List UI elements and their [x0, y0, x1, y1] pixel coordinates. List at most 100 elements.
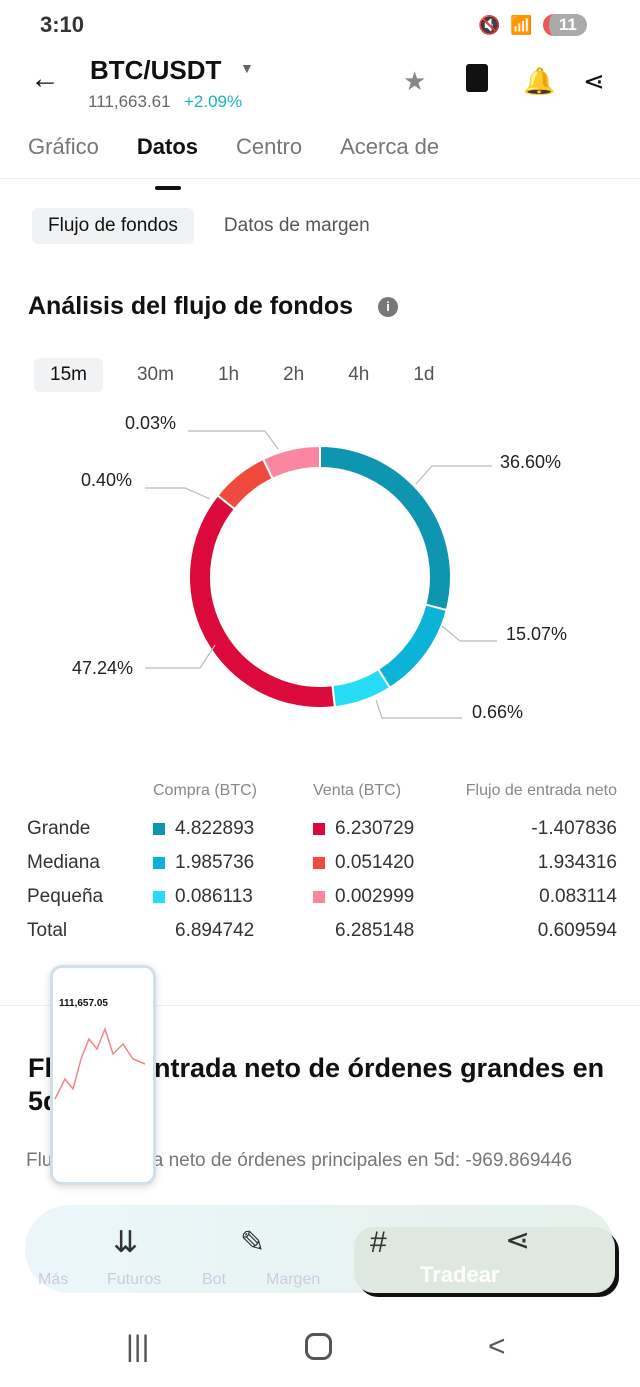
subtab-flujo[interactable]: Flujo de fondos	[32, 208, 194, 244]
recents-icon[interactable]: |||	[126, 1330, 150, 1363]
donut-slice[interactable]	[188, 493, 337, 709]
table-row: Grande 4.822893 6.230729 -1.407836	[27, 812, 617, 846]
crop-edit-icon[interactable]: ✎	[240, 1226, 266, 1259]
period-30m[interactable]: 30m	[136, 364, 174, 385]
table-row: Pequeña 0.086113 0.002999 0.083114	[27, 880, 617, 914]
table-cell: 0.609594	[447, 914, 617, 948]
cell-text: 6.285148	[335, 920, 415, 941]
donut-slice[interactable]	[331, 667, 392, 709]
thumbnail-price: 111,657.05	[59, 998, 108, 1009]
slice-label: 0.66%	[472, 702, 524, 722]
large-orders-desc: Flujo de entrada neto de órdenes princip…	[26, 1150, 573, 1171]
color-swatch	[153, 890, 165, 903]
leader-line	[145, 487, 211, 500]
battery-indicator: 11	[542, 14, 587, 36]
donut-slice[interactable]	[216, 457, 275, 511]
color-swatch	[313, 856, 325, 869]
cell-text: Grande	[27, 818, 91, 839]
nav-mas[interactable]: Más	[38, 1271, 69, 1288]
cell-text: 0.051420	[335, 852, 415, 873]
period-1d[interactable]: 1d	[413, 364, 435, 385]
table-cell: 0.083114	[447, 880, 617, 914]
donut-slice[interactable]	[261, 444, 321, 481]
period-4h[interactable]: 4h	[348, 364, 370, 385]
cell-text: 0.083114	[539, 886, 617, 907]
nav-bot[interactable]: Bot	[202, 1271, 227, 1288]
mute-icon: 🔇	[478, 14, 501, 35]
cell-text: 1.934316	[537, 852, 617, 873]
table-header: Compra (BTC) Venta (BTC) Flujo de entrad…	[27, 782, 617, 812]
table-cell: Pequeña	[27, 880, 127, 914]
cell-text: Mediana	[27, 852, 100, 873]
nav-margen[interactable]: Margen	[266, 1271, 321, 1288]
donut-slice[interactable]	[376, 603, 448, 690]
alert-bell-icon[interactable]: 🔔	[523, 66, 556, 96]
color-swatch	[153, 822, 165, 835]
cell-text: Total	[27, 920, 68, 941]
tab-datos[interactable]: Datos	[136, 134, 199, 190]
table-row: Mediana 1.985736 0.051420 1.934316	[27, 846, 617, 880]
period-2h[interactable]: 2h	[283, 364, 305, 385]
table-cell: 6.230729	[297, 812, 447, 846]
status-time: 3:10	[40, 12, 85, 37]
notebook-icon[interactable]	[466, 64, 488, 92]
price: 111,663.61	[88, 92, 171, 111]
table-cell: 6.894742	[127, 914, 297, 948]
color-swatch	[313, 822, 325, 835]
status-icons: 🔇 📶 11	[478, 14, 587, 36]
leader-line	[441, 625, 497, 642]
table-cell: 1.934316	[447, 846, 617, 880]
cell-text: 0.086113	[175, 886, 253, 907]
subtabs: Flujo de fondos Datos de margen	[32, 208, 386, 244]
slice-label: 0.40%	[81, 470, 133, 490]
section-title: Análisis del flujo de fondos	[28, 292, 354, 320]
flow-table: Compra (BTC) Venta (BTC) Flujo de entrad…	[27, 782, 617, 948]
period-15m[interactable]: 15m	[34, 358, 103, 392]
caret-down-icon[interactable]: ▼	[240, 60, 254, 76]
col-header: Compra (BTC)	[153, 782, 258, 799]
slice-label: 47.24%	[72, 658, 134, 678]
cell-text: 0.609594	[537, 920, 617, 941]
nav-futuros[interactable]: Futuros	[107, 1271, 162, 1288]
table-cell: Mediana	[27, 846, 127, 880]
back-nav-icon[interactable]: <	[488, 1330, 506, 1363]
share-icon[interactable]: ⋖	[505, 1224, 531, 1257]
table-cell: 0.051420	[297, 846, 447, 880]
cell-text: Pequeña	[27, 886, 104, 907]
scroll-capture-icon[interactable]: ⇊	[113, 1226, 139, 1259]
period-1h[interactable]: 1h	[217, 364, 240, 385]
slice-label: 15.07%	[506, 624, 568, 644]
price-change: +2.09%	[184, 92, 243, 111]
table-cell: 6.285148	[297, 914, 447, 948]
tab-centro[interactable]: Centro	[236, 134, 303, 159]
trade-button-bg	[354, 1227, 615, 1293]
thumbnail-chart	[54, 1026, 146, 1100]
color-swatch	[313, 890, 325, 903]
tab-grafico[interactable]: Gráfico	[28, 134, 99, 159]
cell-text: 4.822893	[175, 818, 255, 839]
share-icon[interactable]: ⋖	[583, 66, 605, 96]
tab-acerca[interactable]: Acerca de	[340, 134, 440, 159]
wifi-icon: 📶	[510, 14, 533, 35]
leader-line	[145, 644, 216, 669]
pair-title[interactable]: BTC/USDT	[90, 55, 222, 85]
back-arrow-icon[interactable]: ←	[30, 62, 60, 95]
divider	[0, 1005, 640, 1006]
subtab-margen[interactable]: Datos de margen	[223, 215, 370, 236]
table-cell: 1.985736	[127, 846, 297, 880]
trade-button[interactable]: Tradear	[420, 1262, 500, 1287]
info-icon[interactable]: i	[378, 297, 398, 317]
star-icon[interactable]: ★	[403, 66, 427, 96]
screenshot-thumbnail[interactable]: 111,657.05	[50, 965, 156, 1185]
color-swatch	[153, 856, 165, 869]
cell-text: -1.407836	[531, 818, 617, 839]
home-icon[interactable]	[305, 1333, 332, 1360]
cell-text: 1.985736	[175, 852, 255, 873]
table-cell: -1.407836	[447, 812, 617, 846]
cell-text: 6.230729	[335, 818, 415, 839]
hashtag-icon[interactable]: #	[370, 1226, 387, 1259]
donut-slice[interactable]	[319, 444, 452, 612]
tabs: Gráfico Datos Centro Acerca de	[28, 134, 440, 190]
table-cell: Total	[27, 914, 127, 948]
table-row: Total 6.894742 6.285148 0.609594	[27, 914, 617, 948]
